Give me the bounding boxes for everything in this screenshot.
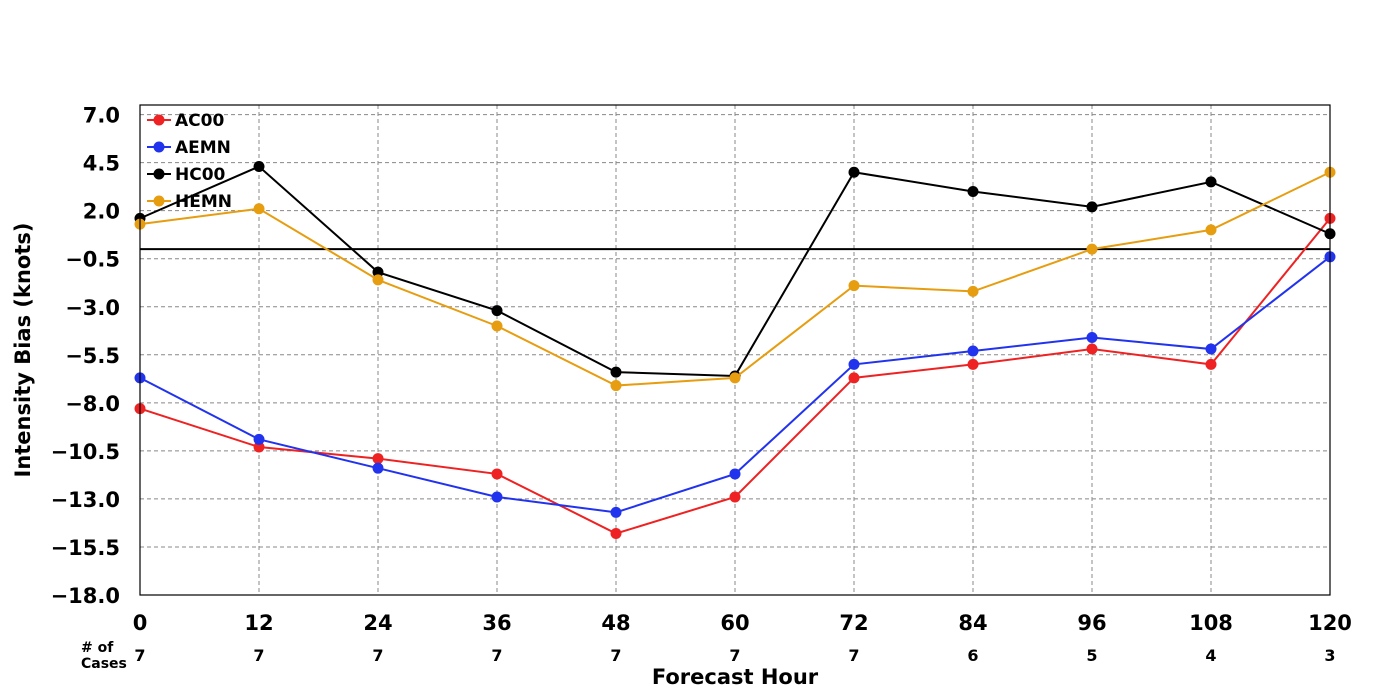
- x-tick-label: 60: [720, 611, 749, 635]
- y-tick-label: −0.5: [65, 248, 120, 272]
- data-point-hemn: [491, 320, 503, 332]
- x-tick-label: 12: [244, 611, 273, 635]
- x-tick-labels: 0 12 24 36 48 60 72 84 96 108 120: [133, 611, 1352, 635]
- y-axis-title: Intensity Bias (knots): [11, 223, 35, 478]
- legend-item-hemn: HEMN: [147, 192, 232, 212]
- x-tick-label: 48: [601, 611, 630, 635]
- data-point-hc00: [372, 266, 384, 278]
- y-tick-label: −10.5: [51, 440, 120, 464]
- y-tick-label: −18.0: [51, 584, 120, 608]
- y-tick-labels: −18.0 −15.5 −13.0 −10.5 −8.0 −5.5 −3.0 −0.5 2.0 4…: [51, 104, 120, 608]
- x-tick-label: 36: [482, 611, 511, 635]
- y-tick-label: −3.0: [65, 296, 120, 320]
- legend-swatch-marker: [153, 141, 165, 153]
- cases-value: 3: [1324, 646, 1335, 665]
- x-tick-label: 108: [1189, 611, 1233, 635]
- legend-item-aemn: AEMN: [147, 138, 231, 158]
- y-tick-label: −15.5: [51, 536, 120, 560]
- cases-value: 4: [1205, 646, 1216, 665]
- data-point-hc00: [253, 160, 265, 172]
- cases-value: 7: [253, 646, 264, 665]
- legend: AC00 AEMN HC00 HEMN: [147, 111, 232, 212]
- data-point-ac00: [848, 372, 860, 384]
- cases-row-label: # of Cases: [81, 640, 127, 672]
- legend-label: AEMN: [175, 138, 231, 158]
- data-point-hemn: [1086, 243, 1098, 255]
- y-tick-label: 2.0: [83, 200, 120, 224]
- x-tick-label: 96: [1077, 611, 1106, 635]
- x-tick-label: 24: [363, 611, 392, 635]
- y-tick-label: 4.5: [83, 152, 120, 176]
- legend-label: HC00: [175, 165, 226, 185]
- data-point-aemn: [1086, 332, 1098, 344]
- plot-frame: [139, 104, 1331, 596]
- legend-label: AC00: [175, 111, 224, 131]
- y-tick-label: 7.0: [83, 104, 120, 128]
- data-point-ac00: [729, 491, 741, 503]
- legend-swatch-marker: [153, 168, 165, 180]
- data-point-aemn: [1205, 343, 1217, 355]
- data-point-ac00: [610, 528, 622, 540]
- cases-value: 7: [372, 646, 383, 665]
- data-point-aemn: [729, 468, 741, 480]
- data-point-hc00: [848, 166, 860, 178]
- data-point-hemn: [372, 274, 384, 286]
- cases-value: 7: [491, 646, 502, 665]
- data-point-hemn: [967, 285, 979, 297]
- data-point-aemn: [253, 433, 265, 445]
- data-point-aemn: [848, 358, 860, 370]
- data-point-ac00: [1205, 358, 1217, 370]
- cases-value: 7: [610, 646, 621, 665]
- x-tick-label: 84: [958, 611, 987, 635]
- data-point-hc00: [491, 305, 503, 317]
- legend-label: HEMN: [175, 192, 232, 212]
- x-tick-label: 0: [133, 611, 148, 635]
- data-point-hc00: [1086, 201, 1098, 213]
- data-point-aemn: [372, 462, 384, 474]
- grid-lines: [139, 105, 1331, 596]
- cases-value: 6: [967, 646, 978, 665]
- series-lines: [134, 160, 1336, 540]
- data-point-hemn: [848, 280, 860, 292]
- data-point-hc00: [1205, 176, 1217, 188]
- cases-value: 7: [134, 646, 145, 665]
- cases-value: 7: [729, 646, 740, 665]
- data-point-hemn: [610, 380, 622, 392]
- data-point-ac00: [1086, 343, 1098, 355]
- y-tick-label: −13.0: [51, 488, 120, 512]
- cases-value: 7: [848, 646, 859, 665]
- data-point-ac00: [491, 468, 503, 480]
- data-point-aemn: [967, 345, 979, 357]
- x-tick-label: 120: [1308, 611, 1352, 635]
- data-point-hemn: [253, 203, 265, 215]
- legend-swatch-marker: [153, 195, 165, 207]
- data-point-ac00: [967, 358, 979, 370]
- legend-swatch-marker: [153, 114, 165, 126]
- data-point-aemn: [610, 506, 622, 518]
- cases-row: # of Cases 7 7 7 7 7 7 7 6 5 4 3: [81, 640, 1336, 672]
- data-point-aemn: [491, 491, 503, 503]
- cases-value: 5: [1086, 646, 1097, 665]
- y-tick-label: −5.5: [65, 344, 120, 368]
- x-tick-label: 72: [839, 611, 868, 635]
- data-point-hemn: [729, 372, 741, 384]
- legend-item-ac00: AC00: [147, 111, 224, 131]
- data-point-ac00: [253, 441, 265, 453]
- data-point-hc00: [967, 185, 979, 197]
- x-axis-title: Forecast Hour: [652, 665, 819, 689]
- data-point-hemn: [1205, 224, 1217, 236]
- legend-item-hc00: HC00: [147, 165, 226, 185]
- y-tick-label: −8.0: [65, 392, 120, 416]
- data-point-hc00: [610, 366, 622, 378]
- data-point-ac00: [372, 453, 384, 465]
